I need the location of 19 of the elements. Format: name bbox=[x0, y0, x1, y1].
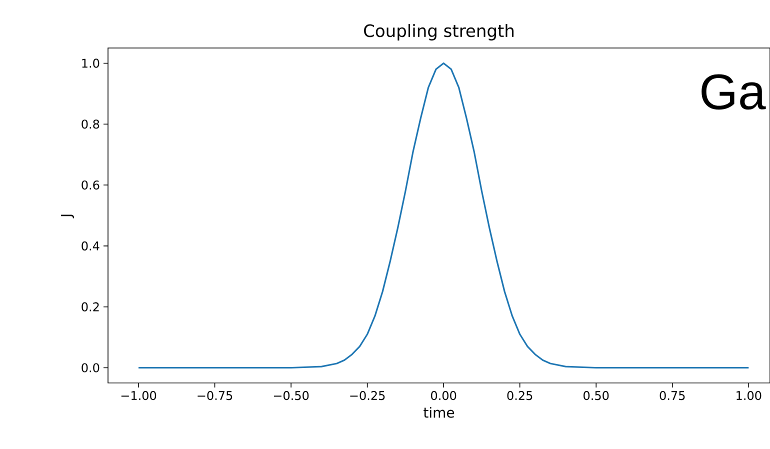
annotation: Ga bbox=[702, 74, 766, 110]
chart-title: Coupling strength bbox=[364, 24, 514, 40]
x-tick-label: 0.00 bbox=[431, 391, 456, 400]
y-axis-title: J bbox=[61, 214, 74, 218]
x-tick-label: 0.50 bbox=[584, 391, 609, 400]
y-tick-label: 0.8 bbox=[82, 120, 100, 129]
y-tick-label: 0.0 bbox=[82, 363, 100, 372]
x-tick-label: −0.50 bbox=[274, 391, 309, 400]
x-tick-label: 1.00 bbox=[736, 391, 762, 400]
y-tick-label: 0.6 bbox=[82, 180, 100, 190]
y-tick-label: 0.4 bbox=[82, 241, 100, 250]
x-tick-label: −1.00 bbox=[121, 391, 156, 400]
y-tick-label: 1.0 bbox=[82, 58, 100, 68]
x-axis-title: time bbox=[424, 406, 454, 418]
y-tick-label: 0.2 bbox=[82, 302, 99, 312]
x-tick-label: 0.25 bbox=[507, 391, 532, 400]
x-tick-label: 0.75 bbox=[660, 391, 685, 400]
x-tick-label: −0.75 bbox=[198, 391, 232, 400]
x-tick-label: −0.25 bbox=[350, 391, 385, 400]
